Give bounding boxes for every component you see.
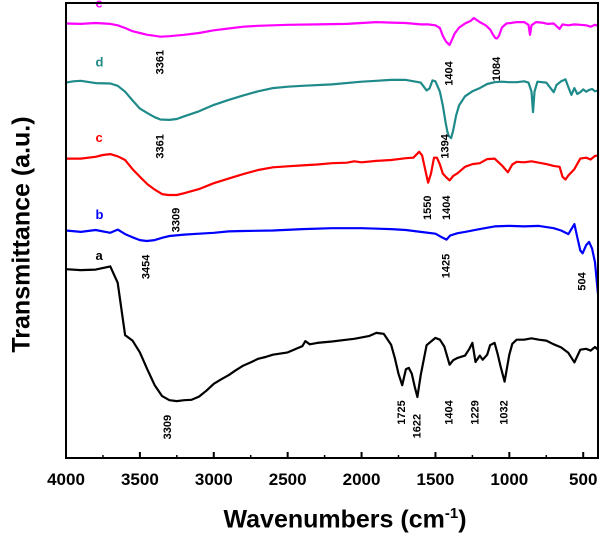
- series-line-e: [65, 16, 599, 46]
- x-tick-label-2000: 2000: [343, 470, 381, 489]
- x-axis-label: Wavenumbers (cm-1): [130, 505, 560, 534]
- peak-label-a-1404: 1404: [444, 399, 456, 424]
- x-tick-label-3500: 3500: [121, 470, 159, 489]
- peak-label-d-1394: 1394: [440, 133, 452, 158]
- peak-label-a-1229: 1229: [469, 400, 481, 424]
- series-label-d: d: [96, 55, 104, 70]
- series-label-e: e: [96, 0, 103, 11]
- x-tick-label-2500: 2500: [269, 470, 307, 489]
- peak-label-a-1622: 1622: [411, 414, 423, 438]
- x-tick-label-1500: 1500: [417, 470, 455, 489]
- peak-label-b-1425: 1425: [440, 254, 452, 278]
- peak-label-b-3454: 3454: [141, 254, 153, 279]
- x-axis-label-end: ): [458, 505, 467, 534]
- x-tick-label-1000: 1000: [490, 470, 528, 489]
- series-line-c: [66, 150, 599, 197]
- peak-label-c-1404: 1404: [441, 195, 453, 220]
- peak-label-a-3309: 3309: [162, 415, 174, 439]
- y-axis-label: Transmittance (a.u.): [7, 116, 36, 353]
- plot-frame: [65, 2, 599, 459]
- peak-label-d-3361: 3361: [154, 134, 166, 158]
- series-label-c: c: [96, 130, 103, 145]
- peak-label-b-504: 504: [577, 271, 589, 290]
- series-line-d: [65, 78, 599, 140]
- x-axis-label-main: Wavenumbers (cm: [223, 505, 445, 534]
- peak-label-e-3361: 3361: [154, 50, 166, 74]
- peak-label-a-1032: 1032: [499, 400, 511, 424]
- series-label-a: a: [96, 248, 104, 263]
- x-tick-label-500: 500: [569, 470, 597, 489]
- x-tick-label-4000: 4000: [47, 470, 85, 489]
- peak-label-e-1084: 1084: [491, 56, 503, 81]
- series-line-a: [65, 265, 599, 403]
- peak-label-c-3309: 3309: [171, 208, 183, 232]
- peak-label-a-1725: 1725: [396, 400, 408, 424]
- series-label-b: b: [96, 207, 104, 222]
- series-line-b: [65, 223, 600, 295]
- x-tick-label-3000: 3000: [195, 470, 233, 489]
- peak-label-c-1550: 1550: [422, 196, 434, 220]
- x-axis-label-superscript: -1: [444, 505, 459, 522]
- peak-label-e-1404: 1404: [444, 60, 456, 85]
